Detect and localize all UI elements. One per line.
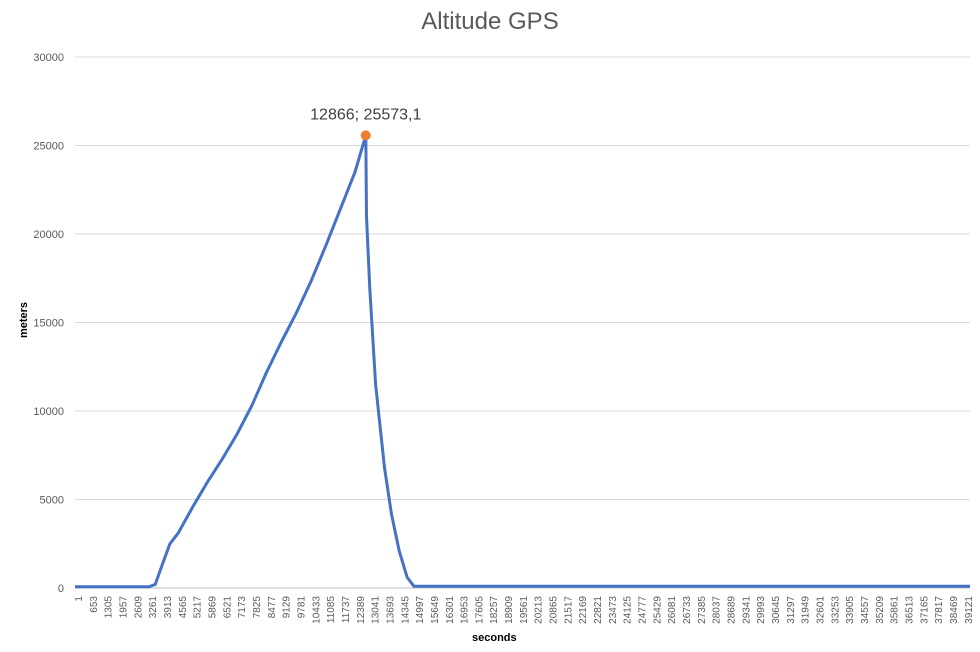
x-tick-label: 22821 — [593, 596, 604, 624]
y-tick-label: 10000 — [33, 406, 64, 418]
x-tick-label: 24777 — [638, 596, 649, 624]
x-tick-label: 5869 — [207, 596, 218, 619]
x-tick-label: 20213 — [534, 596, 545, 624]
x-tick-label: 28037 — [712, 596, 723, 624]
y-axis-label: meters — [18, 301, 30, 339]
x-tick-label: 37165 — [919, 596, 930, 624]
y-tick-label: 0 — [58, 583, 64, 595]
y-tick-label: 30000 — [33, 52, 64, 64]
x-tick-label: 32601 — [816, 596, 827, 624]
x-tick-label: 18257 — [489, 596, 500, 624]
x-tick-label: 33905 — [845, 596, 856, 624]
peak-marker — [360, 130, 371, 141]
x-tick-label: 3913 — [163, 596, 174, 619]
x-axis-label: seconds — [472, 632, 517, 644]
peak-label: 12866; 25573,1 — [310, 106, 421, 123]
y-tick-label: 5000 — [40, 495, 64, 507]
x-tick-label: 18909 — [504, 596, 515, 624]
y-tick-label: 15000 — [33, 318, 64, 330]
x-tick-label: 1 — [74, 596, 85, 602]
x-tick-label: 37817 — [934, 596, 945, 624]
x-tick-label: 39121 — [964, 596, 975, 624]
x-tick-label: 9129 — [282, 596, 293, 619]
x-tick-label: 35209 — [875, 596, 886, 624]
x-tick-label: 5217 — [193, 596, 204, 619]
x-tick-label: 16301 — [445, 596, 456, 624]
chart-title: Altitude GPS — [421, 8, 559, 35]
y-tick-label: 25000 — [33, 141, 64, 153]
x-tick-label: 6521 — [222, 596, 233, 619]
x-tick-label: 2609 — [133, 596, 144, 619]
x-tick-label: 27385 — [697, 596, 708, 624]
x-tick-label: 11737 — [341, 596, 352, 624]
x-tick-label: 31297 — [786, 596, 797, 624]
x-tick-label: 13041 — [371, 596, 382, 624]
x-tick-label: 38469 — [949, 596, 960, 624]
x-tick-label: 33253 — [830, 596, 841, 624]
x-tick-label: 24125 — [623, 596, 634, 624]
x-tick-label: 17605 — [474, 596, 485, 624]
y-tick-label: 20000 — [33, 229, 64, 241]
x-tick-label: 19561 — [519, 596, 530, 624]
x-tick-label: 36513 — [904, 596, 915, 624]
x-tick-label: 1957 — [118, 596, 129, 619]
x-tick-label: 3261 — [148, 596, 159, 619]
x-tick-label: 26081 — [667, 596, 678, 624]
x-tick-label: 26733 — [682, 596, 693, 624]
x-tick-label: 653 — [89, 596, 100, 613]
x-tick-label: 28689 — [727, 596, 738, 624]
x-tick-label: 14997 — [415, 596, 426, 624]
x-tick-label: 15649 — [430, 596, 441, 624]
x-tick-label: 9781 — [296, 596, 307, 619]
x-tick-label: 34557 — [860, 596, 871, 624]
x-tick-label: 11085 — [326, 596, 337, 624]
x-tick-label: 13693 — [385, 596, 396, 624]
x-tick-label: 25429 — [652, 596, 663, 624]
x-tick-label: 22169 — [578, 596, 589, 624]
x-tick-label: 35861 — [890, 596, 901, 624]
x-tick-label: 14345 — [400, 596, 411, 624]
x-tick-label: 7173 — [237, 596, 248, 619]
x-tick-label: 12389 — [356, 596, 367, 624]
x-tick-label: 31949 — [801, 596, 812, 624]
x-tick-label: 29993 — [756, 596, 767, 624]
x-tick-label: 21517 — [563, 596, 574, 624]
x-tick-label: 23473 — [608, 596, 619, 624]
x-tick-label: 16953 — [460, 596, 471, 624]
x-tick-label: 20865 — [549, 596, 560, 624]
x-tick-label: 7825 — [252, 596, 263, 619]
x-tick-label: 4565 — [178, 596, 189, 619]
x-tick-label: 29341 — [741, 596, 752, 624]
x-tick-label: 1305 — [104, 596, 115, 619]
series-line — [75, 133, 970, 589]
x-tick-label: 10433 — [311, 596, 322, 624]
x-tick-label: 8477 — [267, 596, 278, 619]
x-tick-label: 30645 — [771, 596, 782, 624]
